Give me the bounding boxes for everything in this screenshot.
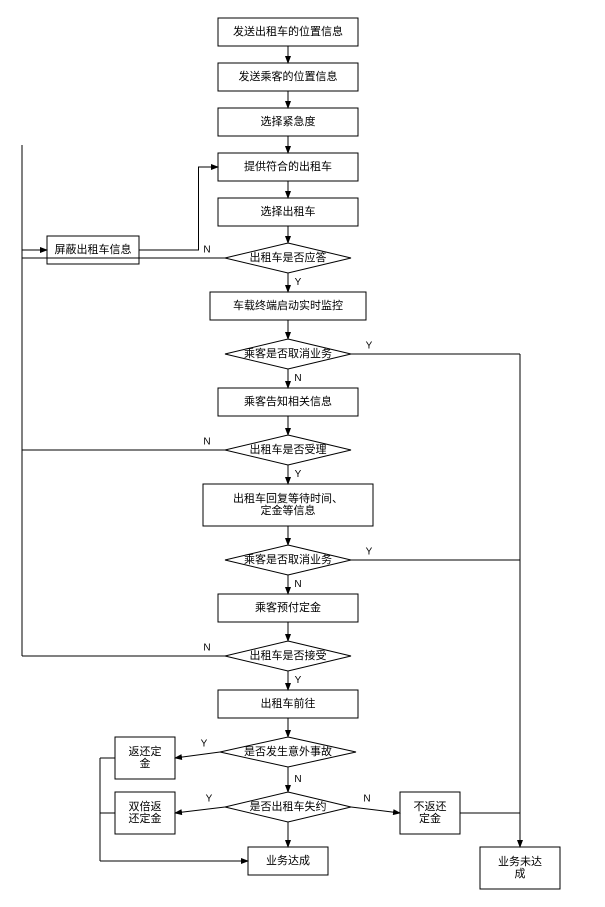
edge-label: N [203,643,210,654]
node-d7: 是否出租车失约 [225,792,351,822]
node-label: 发送出租车的位置信息 [233,24,343,38]
node-label: 不返还 [414,800,447,813]
node-n8: 出租车回复等待时间、定金等信息 [203,484,373,526]
node-label: 是否出租车失约 [250,799,327,813]
node-n12: 业务未达成 [480,847,560,889]
node-d3: 出租车是否受理 [225,435,351,465]
node-n2: 发送乘客的位置信息 [218,63,358,91]
node-label: 屏蔽出租车信息 [55,242,132,256]
node-n6: 车载终端启动实时监控 [210,292,366,320]
node-s3: 双倍返还定金 [115,792,175,834]
node-s2: 返还定金 [115,737,175,779]
node-n5: 选择出租车 [218,198,358,226]
node-n7: 乘客告知相关信息 [218,388,358,416]
edge-label: N [294,774,301,785]
node-s1: 屏蔽出租车信息 [47,236,139,264]
node-label: 金 [140,756,151,770]
node-label: 乘客是否取消业务 [244,552,332,566]
edge [175,807,225,813]
node-n10: 出租车前往 [218,690,358,718]
node-d5: 出租车是否接受 [225,641,351,671]
edge [139,167,218,250]
node-label: 还定金 [129,811,162,825]
flowchart-canvas: 发送出租车的位置信息发送乘客的位置信息选择紧急度提供符合的出租车选择出租车出租车… [0,0,605,907]
edge-label: N [294,373,301,384]
node-label: 是否发生意外事故 [244,744,332,758]
edge [351,807,400,813]
node-label: 业务未达 [498,855,542,868]
node-label: 定金等信息 [261,503,316,517]
edge-label: Y [295,469,302,480]
node-label: 出租车前往 [261,696,316,710]
node-label: 提供符合的出租车 [244,159,332,173]
node-label: 乘客告知相关信息 [244,394,332,408]
node-label: 业务达成 [266,854,310,867]
node-label: 乘客是否取消业务 [244,346,332,360]
edge-label: N [203,245,210,256]
node-label: 成 [515,867,526,880]
edge [175,752,220,758]
edge-label: Y [295,277,302,288]
node-label: 选择紧急度 [261,114,316,128]
node-n3: 选择紧急度 [218,108,358,136]
node-d4: 乘客是否取消业务 [225,545,351,575]
edge-label: N [294,579,301,590]
node-label: 双倍返 [129,799,162,813]
edge-label: Y [295,675,302,686]
node-label: 出租车是否应答 [250,250,327,264]
node-label: 选择出租车 [261,204,316,218]
node-n1: 发送出租车的位置信息 [218,18,358,46]
edge-label: Y [366,341,373,352]
edge-label: N [203,437,210,448]
node-label: 车载终端启动实时监控 [233,298,343,312]
node-n9: 乘客预付定金 [218,594,358,622]
node-label: 乘客预付定金 [255,600,321,614]
node-label: 出租车回复等待时间、 [233,491,343,505]
node-d6: 是否发生意外事故 [220,737,356,767]
node-label: 返还定 [129,744,162,758]
node-s4: 不返还定金 [400,792,460,834]
node-n11: 业务达成 [248,847,328,875]
node-label: 发送乘客的位置信息 [239,69,338,83]
node-d1: 出租车是否应答 [225,243,351,273]
node-label: 出租车是否接受 [250,648,327,662]
node-d2: 乘客是否取消业务 [225,339,351,369]
node-n4: 提供符合的出租车 [218,153,358,181]
edge-label: Y [206,794,213,805]
edge-label: Y [201,739,208,750]
edge-label: Y [366,547,373,558]
edge-label: N [363,794,370,805]
node-label: 出租车是否受理 [250,442,327,456]
node-label: 定金 [419,811,441,825]
